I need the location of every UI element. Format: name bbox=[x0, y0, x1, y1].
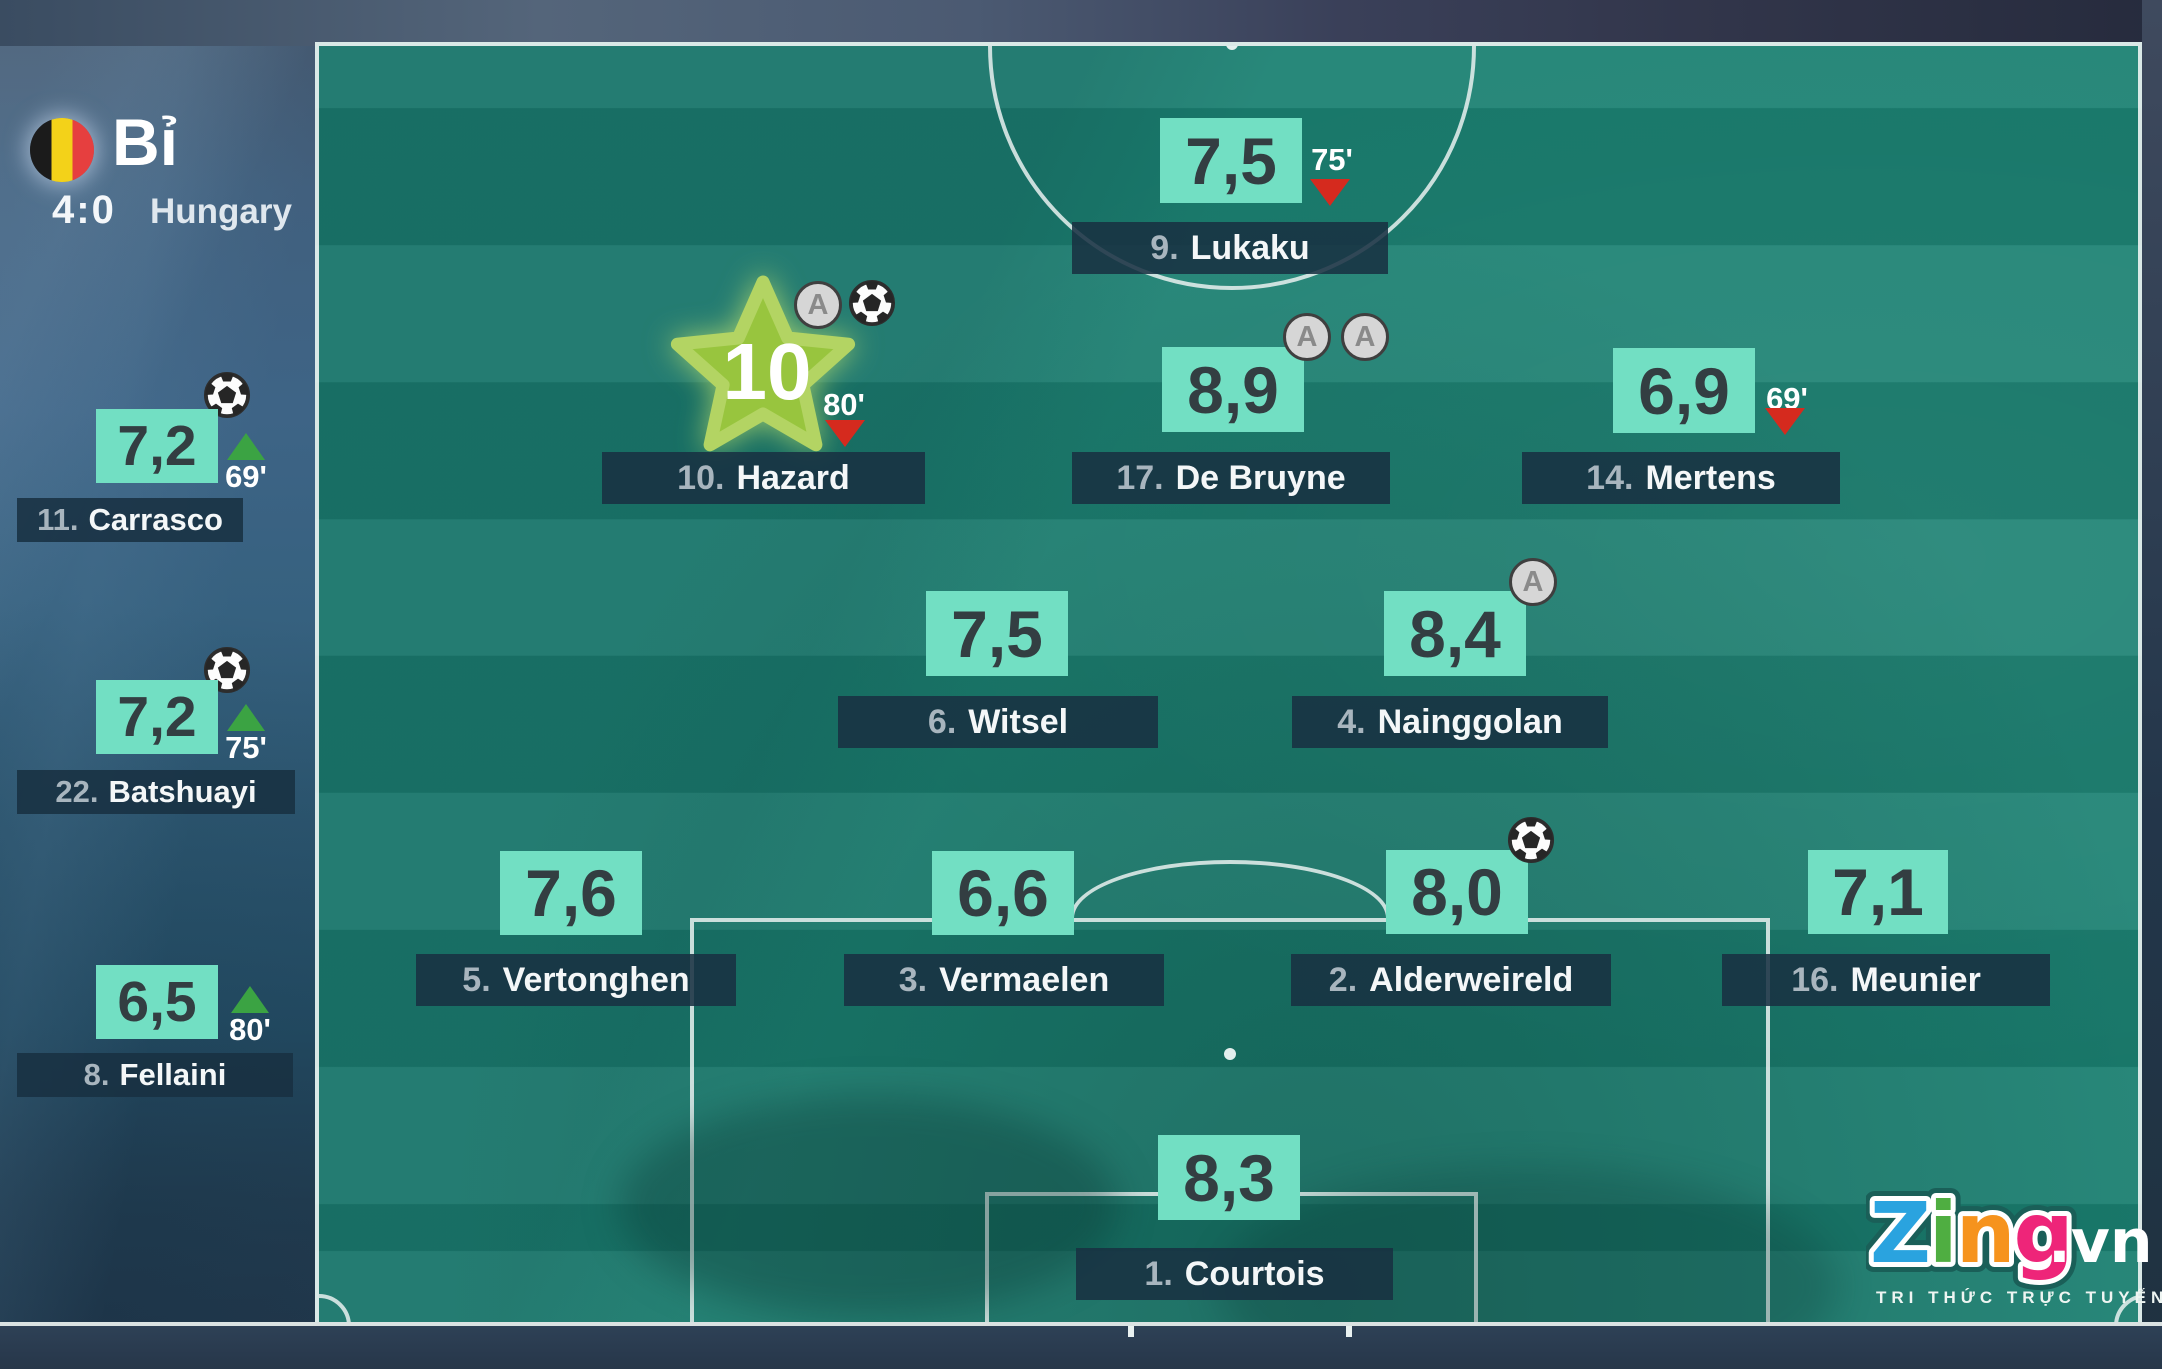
behind-goal-band bbox=[0, 1322, 2162, 1369]
rating-box: 8,9 bbox=[1162, 347, 1304, 432]
sub-out-arrow-icon bbox=[1310, 179, 1350, 206]
goal-ball-icon bbox=[1507, 816, 1555, 864]
player-name: Alderweireld bbox=[1369, 960, 1574, 999]
player-name-plate: 16. Meunier bbox=[1722, 954, 2050, 1006]
player-number: 5. bbox=[462, 960, 491, 999]
player-name: Mertens bbox=[1645, 458, 1776, 497]
player-name: Hazard bbox=[736, 458, 850, 497]
player-number: 2. bbox=[1328, 960, 1358, 999]
player-number: 10. bbox=[677, 458, 725, 497]
sub-minute: 75' bbox=[225, 730, 267, 765]
player-number: 4. bbox=[1337, 702, 1366, 741]
assist-badge-icon: A bbox=[794, 281, 842, 329]
svg-text:Zing: Zing bbox=[1870, 1184, 2072, 1282]
player-name: Vertonghen bbox=[502, 960, 690, 999]
player-name-plate: 5. Vertonghen bbox=[416, 954, 736, 1006]
player-number: 9. bbox=[1150, 228, 1179, 267]
player-name: Batshuayi bbox=[108, 774, 257, 809]
player-name-plate: 1. Courtois bbox=[1076, 1248, 1393, 1300]
player-name: Lukaku bbox=[1190, 228, 1310, 267]
rating-value: 10 bbox=[722, 327, 812, 416]
rating-box: 6,5 bbox=[96, 965, 218, 1039]
assist-badge-icon: A bbox=[1283, 313, 1331, 361]
rating-box: 7,2 bbox=[96, 680, 218, 754]
player-name: Carrasco bbox=[88, 502, 223, 537]
player-name-plate: 2. Alderweireld bbox=[1291, 954, 1611, 1006]
player-name: Witsel bbox=[968, 702, 1069, 741]
player-number: 1. bbox=[1144, 1254, 1173, 1293]
svg-text:Zing: Zing bbox=[1870, 1184, 2072, 1282]
player-name-plate: 9. Lukaku bbox=[1072, 222, 1388, 274]
player-number: 17. bbox=[1116, 458, 1164, 497]
player-name-plate: 11. Carrasco bbox=[17, 498, 243, 542]
background-right-band bbox=[2142, 0, 2162, 1369]
sub-minute: 69' bbox=[225, 459, 267, 494]
rating-box: 6,9 bbox=[1613, 348, 1755, 433]
player-number: 3. bbox=[898, 960, 928, 999]
center-spot bbox=[1226, 46, 1238, 50]
belgium-flag-icon bbox=[30, 118, 94, 182]
penalty-arc bbox=[1070, 860, 1390, 918]
player-name-plate: 17. De Bruyne bbox=[1072, 452, 1390, 504]
goal-post-right bbox=[1346, 1326, 1352, 1337]
sub-in-arrow-icon bbox=[231, 986, 269, 1013]
rating-box: 7,2 bbox=[96, 409, 218, 483]
background-top-band bbox=[0, 0, 2162, 46]
player-number: 8. bbox=[83, 1057, 110, 1092]
match-score: 4:0 bbox=[52, 188, 116, 232]
rating-box: 7,6 bbox=[500, 851, 642, 935]
player-name-plate: 4. Nainggolan bbox=[1292, 696, 1608, 748]
rating-box: 7,1 bbox=[1808, 850, 1948, 934]
player-name-plate: 3. Vermaelen bbox=[844, 954, 1164, 1006]
sub-minute: 75' bbox=[1311, 142, 1353, 177]
penalty-box-line bbox=[690, 918, 1770, 1326]
player-number: 6. bbox=[927, 702, 957, 741]
rating-box: 6,6 bbox=[932, 851, 1074, 935]
assist-badge-icon: A bbox=[1509, 558, 1557, 606]
player-name-plate: 8. Fellaini bbox=[17, 1053, 293, 1097]
rating-box: 8,3 bbox=[1158, 1135, 1300, 1220]
team-name: Bỉ bbox=[112, 105, 178, 179]
player-name-plate: 14. Mertens bbox=[1522, 452, 1840, 504]
player-name: Meunier bbox=[1850, 960, 1981, 999]
player-number: 16. bbox=[1791, 960, 1839, 999]
man-of-match-star-icon bbox=[670, 275, 856, 452]
player-name-plate: 6. Witsel bbox=[838, 696, 1158, 748]
zing-logo[interactable]: Zing Zing .vn bbox=[1866, 1182, 2162, 1302]
goal-post-left bbox=[1128, 1326, 1134, 1337]
player-name: De Bruyne bbox=[1175, 458, 1346, 497]
sub-out-arrow-icon bbox=[825, 420, 865, 447]
player-name: Nainggolan bbox=[1377, 702, 1563, 741]
player-name: Fellaini bbox=[119, 1057, 227, 1092]
sub-in-arrow-icon bbox=[227, 433, 265, 460]
sub-minute: 80' bbox=[229, 1012, 271, 1047]
sub-in-arrow-icon bbox=[227, 704, 265, 731]
player-number: 14. bbox=[1586, 458, 1634, 497]
rating-box: 7,5 bbox=[1160, 118, 1302, 203]
sub-minute: 80' bbox=[823, 387, 865, 422]
rating-box: 7,5 bbox=[926, 591, 1068, 676]
rating-box: 8,0 bbox=[1386, 850, 1528, 934]
crowd-silhouette bbox=[619, 1096, 1119, 1316]
player-number: 22. bbox=[55, 774, 99, 809]
player-name-plate: 10. Hazard bbox=[602, 452, 925, 504]
player-number: 11. bbox=[37, 502, 79, 537]
rating-box: 8,4 bbox=[1384, 591, 1526, 676]
goal-ball-icon bbox=[848, 279, 896, 327]
assist-badge-icon: A bbox=[1341, 313, 1389, 361]
player-name-plate: 22. Batshuayi bbox=[17, 770, 295, 814]
sub-out-arrow-icon bbox=[1765, 408, 1805, 435]
opponent-name: Hungary bbox=[150, 192, 292, 231]
zing-tagline: TRI THỨC TRỰC TUYẾN bbox=[1876, 1288, 2162, 1307]
player-name: Vermaelen bbox=[939, 960, 1110, 999]
penalty-spot bbox=[1224, 1048, 1236, 1060]
player-name: Courtois bbox=[1184, 1254, 1325, 1293]
svg-text:.vn: .vn bbox=[2048, 1207, 2153, 1277]
